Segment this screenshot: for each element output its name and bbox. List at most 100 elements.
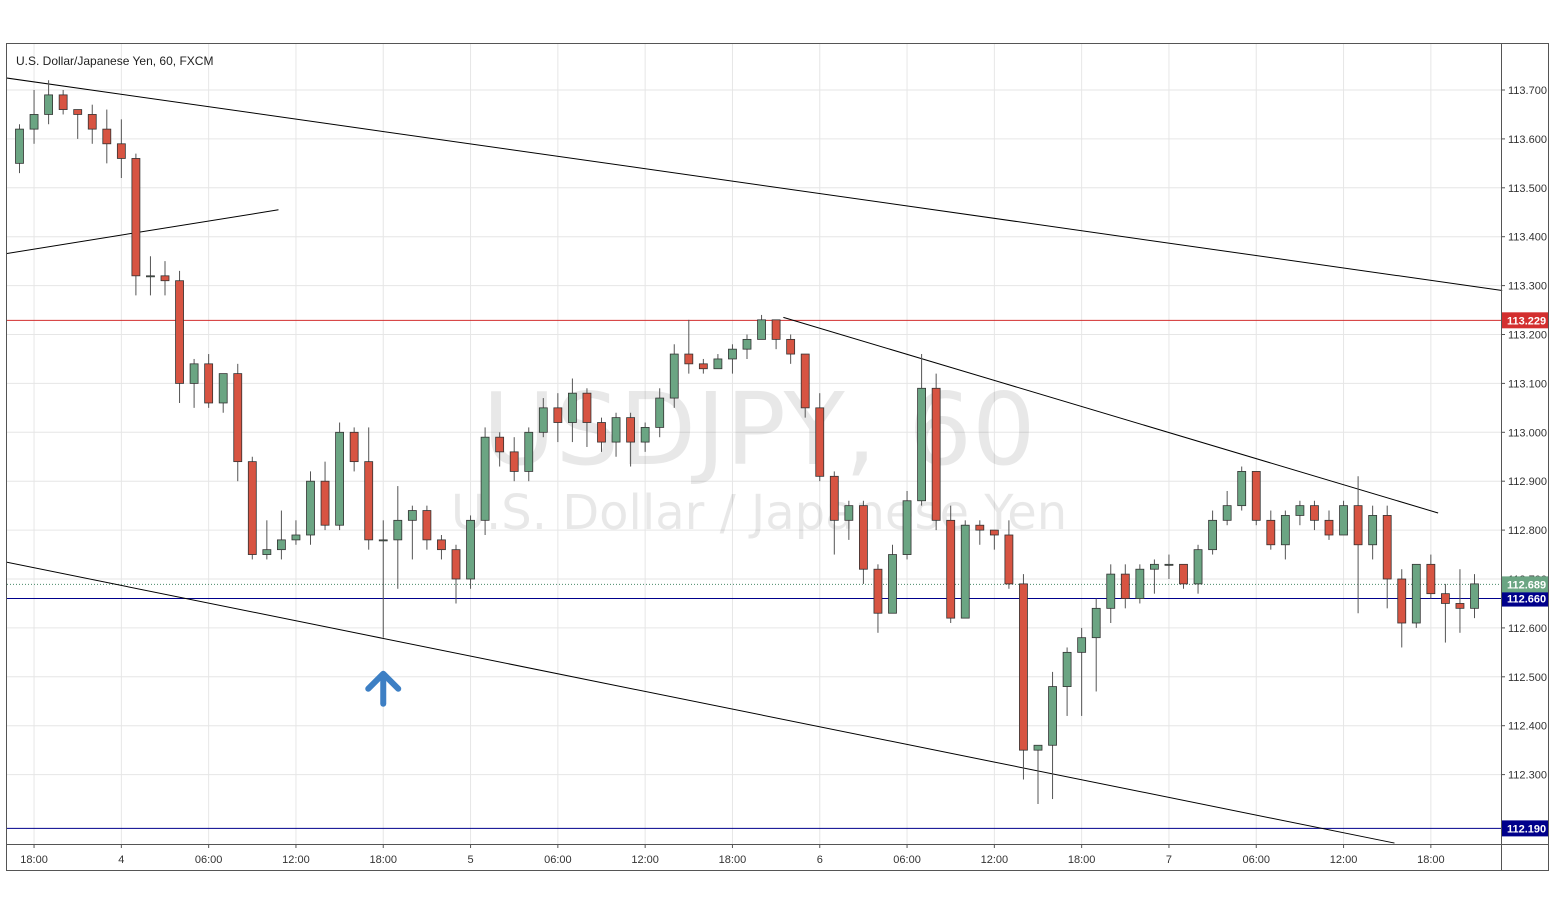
candle-body xyxy=(1426,563,1436,595)
candle xyxy=(844,500,854,540)
candle xyxy=(582,388,592,447)
candle xyxy=(1411,563,1421,628)
price-tag-bg xyxy=(1502,576,1548,593)
candle xyxy=(597,417,606,452)
candle xyxy=(757,314,766,340)
candle-body xyxy=(1164,563,1174,566)
candle xyxy=(1193,544,1203,594)
candle xyxy=(786,334,796,364)
price-axis[interactable]: 113.700 113.600 113.500 113.400 113.300 113.2… xyxy=(1501,85,1547,782)
candle xyxy=(291,520,301,545)
candle-body xyxy=(102,128,112,145)
candle-body xyxy=(553,407,563,423)
time-tick-label: 12:00 xyxy=(1330,854,1358,866)
candle xyxy=(989,529,999,550)
candle xyxy=(58,90,68,115)
candle-body xyxy=(1441,593,1450,604)
candle xyxy=(233,363,243,482)
candle-body xyxy=(204,363,214,404)
candle-body xyxy=(364,461,374,541)
time-tick-label: 5 xyxy=(467,854,473,866)
candle-body xyxy=(1382,515,1392,580)
candle-body xyxy=(859,505,868,570)
time-tick-label: 06:00 xyxy=(893,854,921,866)
price-tag-bg xyxy=(1502,590,1548,607)
annotation-arrow xyxy=(365,670,402,707)
candle-body xyxy=(393,519,403,541)
trend-line xyxy=(7,561,1395,844)
candle-body xyxy=(1033,744,1043,751)
trend-lines xyxy=(7,77,1503,844)
candle-body xyxy=(1004,534,1014,585)
candle-body xyxy=(233,373,243,463)
price-tick-label: 112.300 xyxy=(1508,770,1547,782)
price-tag-label: 113.229 xyxy=(1507,315,1546,327)
candle-body xyxy=(538,407,548,433)
candle xyxy=(815,393,825,482)
candle-body xyxy=(989,529,999,536)
trend-line xyxy=(7,209,279,254)
candle xyxy=(1120,564,1130,609)
candle-body xyxy=(844,505,854,521)
candle xyxy=(509,437,519,482)
candle xyxy=(131,153,141,296)
candle xyxy=(306,471,315,545)
time-tick-label: 06:00 xyxy=(195,854,223,866)
candle xyxy=(960,520,970,619)
candle-body xyxy=(131,158,141,277)
candle xyxy=(1397,569,1407,648)
candle-body xyxy=(655,397,665,428)
candle xyxy=(378,520,388,638)
candle-body xyxy=(771,319,781,340)
candle xyxy=(655,388,665,438)
candle-body xyxy=(1470,583,1479,609)
candle xyxy=(1106,564,1116,624)
candle xyxy=(393,486,403,589)
candle-body xyxy=(44,94,53,115)
usdjpy-candlestick-chart[interactable]: USDJPY, 60 U.S. Dollar / Japanese Yen 11… xyxy=(7,44,1548,870)
candle xyxy=(1208,510,1217,555)
trend-line xyxy=(783,316,1439,514)
candle-body xyxy=(1397,578,1407,624)
candle xyxy=(1004,520,1014,589)
candle xyxy=(466,515,475,589)
candle-body xyxy=(1222,505,1232,521)
candle xyxy=(247,456,257,560)
candle-body xyxy=(1077,637,1087,653)
candle-body xyxy=(1120,573,1130,599)
watermark-symbol: USDJPY, 60 xyxy=(482,371,1035,488)
candle xyxy=(1135,564,1145,604)
candle-body xyxy=(422,510,432,541)
candle xyxy=(611,412,621,457)
watermark: USDJPY, 60 U.S. Dollar / Japanese Yen xyxy=(451,371,1067,541)
candle-body xyxy=(1091,607,1101,639)
candle xyxy=(1368,505,1378,560)
candle-body xyxy=(1150,563,1159,570)
candle xyxy=(320,461,330,531)
candle-body xyxy=(218,373,228,404)
candle xyxy=(902,490,912,560)
candle xyxy=(859,500,868,584)
candle xyxy=(1353,476,1363,614)
candle xyxy=(1310,500,1319,531)
horizontal-levels xyxy=(7,319,1501,829)
candle xyxy=(364,427,374,550)
candle xyxy=(931,373,941,531)
candle xyxy=(437,534,446,560)
candle xyxy=(1164,554,1174,579)
candle xyxy=(1019,574,1028,780)
candle-body xyxy=(15,128,24,164)
price-tag-bg xyxy=(1502,312,1548,329)
candle xyxy=(946,505,956,624)
candle xyxy=(1266,510,1276,550)
candle-body xyxy=(597,422,606,443)
candle-body xyxy=(160,275,170,282)
candle-body xyxy=(757,319,766,340)
time-axis[interactable]: 18:00 4 06:00 12:00 18:00 5 06:00 12:00 18:00 6 06… xyxy=(20,844,1445,866)
candle-body xyxy=(175,280,184,384)
time-tick-label: 12:00 xyxy=(631,854,659,866)
candle-body xyxy=(29,114,39,130)
time-tick-label: 12:00 xyxy=(981,854,1009,866)
candle-body xyxy=(786,338,796,355)
time-tick-label: 18:00 xyxy=(369,854,397,866)
